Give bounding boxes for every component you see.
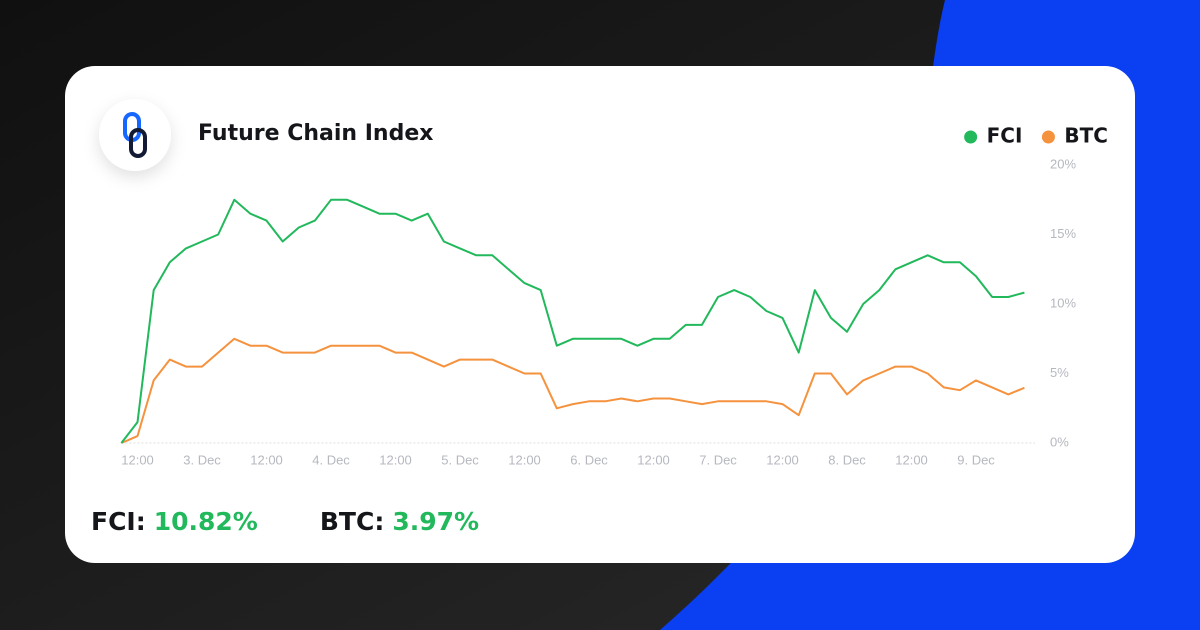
legend-swatch [964,130,978,144]
x-tick-label: 9. Dec [957,452,995,467]
x-tick-label: 12:00 [508,452,541,467]
chart-title: Future Chain Index [198,121,433,146]
x-tick-label: 12:00 [250,452,283,467]
x-tick-label: 4. Dec [312,452,350,467]
y-tick-label: 5% [1050,365,1069,380]
line-fci [120,198,1025,444]
y-tick-label: 20% [1050,156,1076,171]
legend-swatch [1041,130,1055,144]
x-tick-label: 12:00 [637,452,670,467]
x-tick-label: 8. Dec [828,452,866,467]
x-tick-label: 12:00 [895,452,928,467]
legend-label: BTC [1064,124,1108,148]
summary-label: FCI: [91,507,146,536]
x-tick-label: 5. Dec [441,452,479,467]
x-tick-label: 7. Dec [699,452,737,467]
card [65,66,1135,563]
legend-label: FCI [987,124,1023,148]
summary-label: BTC: [320,507,384,536]
summary-value: 10.82% [154,507,258,536]
logo [123,112,147,158]
y-tick-label: 0% [1050,434,1069,449]
summary-value: 3.97% [392,507,479,536]
logo-circle [99,99,171,171]
y-tick-label: 15% [1050,226,1076,241]
x-tick-label: 12:00 [379,452,412,467]
x-tick-label: 6. Dec [570,452,608,467]
x-tick-label: 12:00 [766,452,799,467]
x-tick-label: 3. Dec [183,452,221,467]
y-tick-label: 10% [1050,295,1076,310]
x-tick-label: 12:00 [121,452,154,467]
line-btc [121,337,1025,444]
